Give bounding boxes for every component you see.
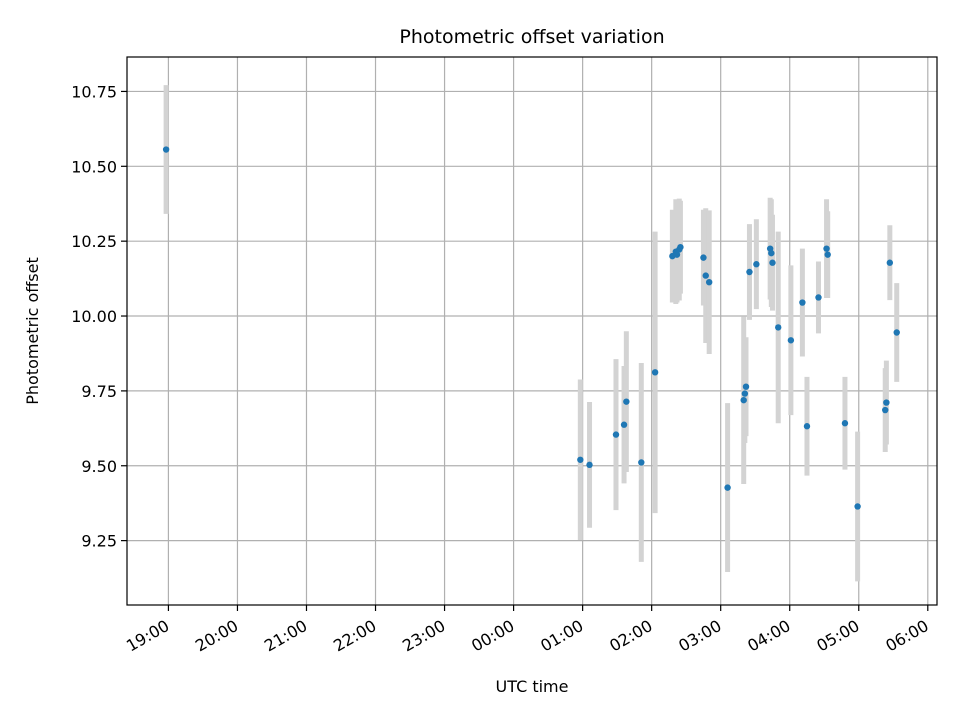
y-axis: 9.25 9.50 9.75 10.00 10.25 10.50 10.75	[71, 82, 127, 551]
data-point	[577, 456, 584, 463]
x-axis: 19:00 20:00 21:00 22:00 23:00 00:00 01:00 02:00…	[123, 605, 932, 656]
data-point	[775, 324, 782, 331]
chart-title: Photometric offset variation	[399, 26, 664, 48]
x-tick-label: 20:00	[192, 616, 241, 656]
x-tick-label: 01:00	[537, 616, 586, 656]
data-point	[882, 406, 889, 414]
x-axis-label: UTC time	[496, 677, 569, 696]
data-point	[787, 337, 795, 344]
data-point	[769, 259, 776, 266]
data-point	[740, 396, 747, 404]
x-tick-label: 06:00	[882, 616, 931, 656]
data-point	[893, 329, 900, 336]
x-tick-label: 05:00	[813, 616, 862, 656]
data-point	[620, 421, 628, 428]
data-point	[638, 459, 645, 466]
x-tick-label: 03:00	[675, 616, 724, 656]
y-tick-label: 10.00	[71, 307, 117, 326]
y-tick-label: 9.75	[81, 382, 117, 401]
x-tick-label: 23:00	[399, 616, 448, 656]
data-point	[742, 383, 750, 390]
y-tick-label: 10.75	[71, 82, 117, 101]
y-tick-label: 10.50	[71, 157, 117, 176]
y-tick-label: 9.25	[81, 532, 117, 551]
y-tick-label: 10.25	[71, 232, 117, 251]
data-point	[886, 259, 894, 266]
data-point	[705, 278, 713, 286]
data-point	[803, 423, 811, 430]
data-point	[746, 268, 753, 276]
data-point	[841, 420, 849, 427]
data-point	[702, 272, 709, 279]
data-point	[677, 243, 684, 251]
y-tick-label: 9.50	[81, 457, 117, 476]
y-axis-label: Photometric offset	[23, 257, 42, 405]
x-tick-label: 00:00	[468, 616, 517, 656]
data-points	[162, 146, 900, 510]
data-point	[623, 398, 630, 405]
x-tick-label: 19:00	[123, 616, 172, 656]
data-point	[823, 245, 830, 252]
grid	[127, 57, 937, 605]
plot-frame	[126, 56, 938, 606]
x-tick-label: 04:00	[744, 616, 793, 656]
data-point	[741, 390, 749, 397]
error-bars	[163, 85, 900, 582]
data-point	[162, 146, 170, 153]
data-point	[854, 503, 861, 510]
data-point	[673, 251, 681, 258]
data-point	[824, 251, 831, 258]
x-tick-label: 21:00	[261, 616, 310, 656]
data-point	[799, 299, 806, 306]
data-point	[700, 254, 707, 261]
data-point	[768, 249, 775, 257]
data-point	[883, 399, 890, 406]
data-point	[612, 431, 620, 438]
data-point	[586, 461, 593, 469]
data-point	[724, 484, 731, 491]
x-tick-label: 22:00	[330, 616, 379, 656]
data-point	[651, 369, 659, 376]
data-point	[753, 261, 760, 268]
x-tick-label: 02:00	[606, 616, 655, 656]
data-point	[815, 294, 822, 301]
